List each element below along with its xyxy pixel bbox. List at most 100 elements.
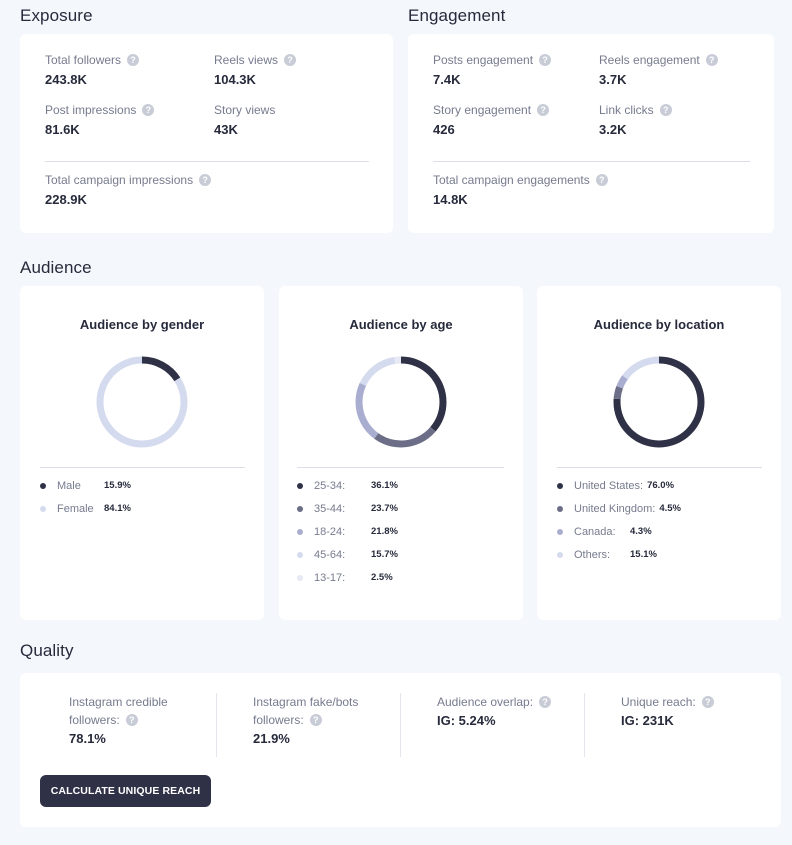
legend-dot xyxy=(40,505,46,512)
legend-item: Male 15.9% xyxy=(40,474,131,497)
help-icon[interactable]: ? xyxy=(595,174,608,186)
donut-segment-1 xyxy=(355,356,447,448)
quality-card: Instagram credible followers:? 78.1% Ins… xyxy=(20,673,781,827)
legend-item: Others: 15.1% xyxy=(557,543,681,566)
quality-label: Unique reach: xyxy=(621,695,696,709)
age-donut-chart xyxy=(355,356,447,448)
legend-label: 35-44: xyxy=(314,502,346,515)
quality-label-line2: followers: xyxy=(253,713,304,727)
legend-dot xyxy=(297,551,303,558)
metric-label: Total campaign engagements xyxy=(433,173,590,187)
metric-post-impressions: Post impressions? 81.6K xyxy=(45,103,155,137)
legend-item: Canada: 4.3% xyxy=(557,520,681,543)
location-donut-chart xyxy=(613,356,705,448)
donut-segment-2 xyxy=(355,356,447,448)
help-icon[interactable]: ? xyxy=(537,104,550,116)
quality-value: IG: 5.24% xyxy=(437,713,496,728)
legend-dot xyxy=(40,482,46,489)
metric-fake-followers: Instagram fake/bots followers:? 21.9% xyxy=(253,693,358,746)
calculate-unique-reach-button[interactable]: CALCULATE UNIQUE REACH xyxy=(40,775,211,807)
legend-dot xyxy=(557,528,563,535)
legend-value: 15.7% xyxy=(371,549,398,560)
metric-value: 228.9K xyxy=(45,192,87,207)
metric-total-campaign-engagements: Total campaign engagements? 14.8K xyxy=(433,173,608,207)
metric-value: 14.8K xyxy=(433,192,468,207)
metric-label: Posts engagement xyxy=(433,53,534,67)
quality-label: Instagram fake/bots xyxy=(253,695,359,709)
legend-item: United States: 76.0% xyxy=(557,474,681,497)
gender-legend: Male 15.9% Female 84.1% xyxy=(40,474,131,520)
metric-reels-views: Reels views? 104.3K xyxy=(214,53,297,87)
help-icon[interactable]: ? xyxy=(539,54,552,66)
metric-value: 43K xyxy=(214,122,238,137)
help-icon[interactable]: ? xyxy=(705,54,718,66)
help-icon[interactable]: ? xyxy=(127,54,140,66)
legend-value: 36.1% xyxy=(371,480,398,491)
quality-label: Instagram credible xyxy=(69,695,168,709)
legend-item: 18-24: 21.8% xyxy=(297,520,398,543)
legend-value: 15.9% xyxy=(104,480,131,491)
divider xyxy=(584,693,585,757)
chart-title: Audience by age xyxy=(349,317,453,332)
metric-label: Reels engagement xyxy=(599,53,700,67)
legend-label: 25-34: xyxy=(314,479,346,492)
audience-gender-card: Audience by gender Male 15.9% Female 84.… xyxy=(20,286,264,620)
help-icon[interactable]: ? xyxy=(701,696,714,708)
legend-value: 23.7% xyxy=(371,503,398,514)
metric-story-engagement: Story engagement? 426 xyxy=(433,103,550,137)
legend-label: 13-17: xyxy=(314,571,346,584)
legend-dot xyxy=(557,482,563,489)
quality-value: IG: 231K xyxy=(621,713,674,728)
metric-audience-overlap: Audience overlap:? IG: 5.24% xyxy=(437,693,552,728)
legend-value: 4.5% xyxy=(659,503,681,514)
audience-location-card: Audience by location United States: 76.0… xyxy=(537,286,781,620)
help-icon[interactable]: ? xyxy=(659,104,672,116)
quality-value: 78.1% xyxy=(69,731,106,746)
metric-label: Post impressions xyxy=(45,103,137,117)
legend-value: 84.1% xyxy=(104,503,131,514)
help-icon[interactable]: ? xyxy=(142,104,155,116)
legend-item: 13-17: 2.5% xyxy=(297,566,398,589)
legend-label: Canada: xyxy=(574,525,616,538)
legend-label: 18-24: xyxy=(314,525,346,538)
metric-value: 243.8K xyxy=(45,72,87,87)
legend-label: 45-64: xyxy=(314,548,346,561)
metric-total-followers: Total followers? 243.8K xyxy=(45,53,140,87)
age-legend: 25-34: 36.1% 35-44: 23.7% 18-24: 21.8% 4… xyxy=(297,474,398,589)
metric-value: 3.2K xyxy=(599,122,627,137)
engagement-card: Posts engagement? 7.4K Reels engagement?… xyxy=(408,34,774,233)
donut-segment-1 xyxy=(96,356,188,448)
metric-value: 104.3K xyxy=(214,72,256,87)
metric-value: 426 xyxy=(433,122,455,137)
help-icon[interactable]: ? xyxy=(199,174,212,186)
legend-dot xyxy=(297,528,303,535)
legend-value: 76.0% xyxy=(647,480,675,491)
metric-credible-followers: Instagram credible followers:? 78.1% xyxy=(69,693,168,746)
divider xyxy=(216,693,217,757)
help-icon[interactable]: ? xyxy=(125,714,138,726)
metric-label: Total followers xyxy=(45,53,122,67)
metric-reels-engagement: Reels engagement? 3.7K xyxy=(599,53,718,87)
donut-segment-4 xyxy=(355,356,447,448)
chart-title: Audience by location xyxy=(593,317,725,332)
legend-value: 4.3% xyxy=(630,526,652,537)
engagement-title: Engagement xyxy=(408,6,506,25)
legend-item: 45-64: 15.7% xyxy=(297,543,398,566)
legend-item: 35-44: 23.7% xyxy=(297,497,398,520)
legend-dot xyxy=(557,551,563,558)
audience-title: Audience xyxy=(20,258,92,277)
exposure-title: Exposure xyxy=(20,6,93,25)
help-icon[interactable]: ? xyxy=(309,714,322,726)
legend-dot xyxy=(297,505,303,512)
help-icon[interactable]: ? xyxy=(284,54,297,66)
legend-label: United States: xyxy=(574,479,644,492)
legend-label: Female xyxy=(57,502,94,515)
legend-item: Female 84.1% xyxy=(40,497,131,520)
metric-label: Reels views xyxy=(214,53,279,67)
metric-label: Story views xyxy=(214,103,276,117)
legend-dot xyxy=(557,505,563,512)
donut-segment-3 xyxy=(613,356,705,448)
legend-dot xyxy=(297,574,303,581)
help-icon[interactable]: ? xyxy=(539,696,552,708)
metric-label: Total campaign impressions xyxy=(45,173,194,187)
